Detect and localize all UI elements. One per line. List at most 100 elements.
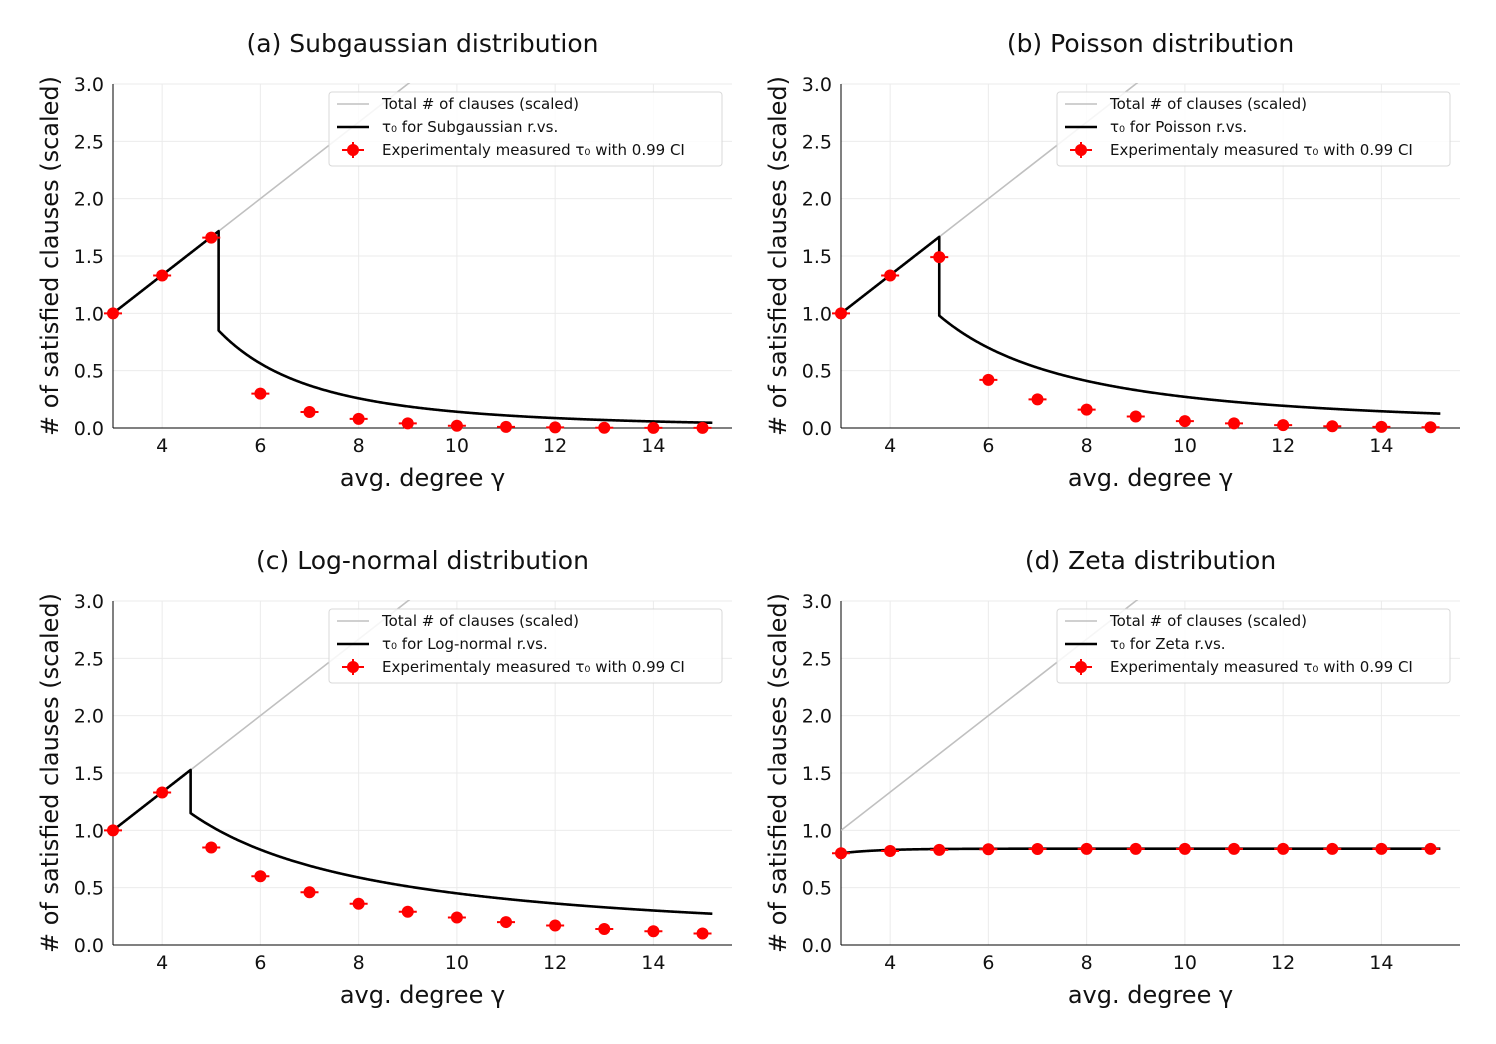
data-point: [1126, 410, 1145, 423]
data-point: [1274, 419, 1293, 432]
y-tick-label: 1.5: [802, 763, 832, 785]
data-point: [1323, 420, 1342, 433]
data-marker: [835, 847, 847, 860]
y-tick-label: 0.5: [802, 878, 832, 900]
data-marker: [254, 387, 267, 400]
total-clauses-line: [841, 600, 1139, 831]
y-axis-label: # of satisfied clauses (scaled): [764, 593, 792, 953]
chart-panel-2: 0.0 0.5 1.0 1.5 2.0 2.5 3.0 4 6 8 10 12 14 (b) Poisso…: [764, 29, 1460, 492]
x-tick-label: 14: [1369, 952, 1393, 974]
data-point: [447, 911, 466, 924]
experimental-points: [104, 231, 712, 434]
data-marker: [500, 916, 513, 929]
data-point: [930, 843, 949, 856]
data-marker: [1031, 393, 1044, 406]
y-tick-label: 1.5: [74, 246, 104, 268]
data-marker: [1178, 842, 1191, 855]
x-tick-label: 4: [156, 952, 168, 974]
data-marker: [1080, 403, 1093, 416]
data-marker: [1129, 842, 1142, 855]
tau0-curve: [113, 229, 713, 425]
x-tick-label: 14: [1369, 435, 1393, 457]
data-point: [693, 421, 712, 434]
data-marker: [1326, 842, 1339, 855]
legend-box: [1056, 608, 1451, 684]
y-tick-label: 0.5: [802, 361, 832, 383]
data-point: [881, 844, 900, 857]
data-point: [832, 307, 850, 320]
x-tick-label: 12: [1271, 952, 1295, 974]
total-clauses-line: [841, 83, 1139, 314]
data-point: [447, 419, 466, 432]
legend-swatch-marker: [347, 144, 359, 156]
x-tick-label: 8: [353, 435, 365, 457]
data-point: [1421, 842, 1440, 855]
x-tick-label: 4: [884, 435, 896, 457]
y-tick-label: 2.0: [74, 189, 104, 211]
data-marker: [352, 897, 365, 910]
data-point: [1323, 842, 1342, 855]
legend: Total # of clauses (scaled) τ₀ for Zeta r…: [1056, 608, 1451, 684]
data-point: [546, 919, 565, 932]
data-marker: [1326, 420, 1339, 433]
chart-title: (b) Poisson distribution: [1007, 29, 1294, 58]
data-point: [979, 843, 998, 856]
legend-label-experimental: Experimentaly measured τ₀ with 0.99 CI: [382, 658, 685, 676]
data-marker: [549, 919, 562, 932]
x-tick-label: 8: [353, 952, 365, 974]
x-tick-label: 12: [543, 952, 567, 974]
legend-box: [328, 608, 723, 684]
data-marker: [1424, 421, 1437, 434]
data-point: [251, 387, 270, 400]
data-point: [546, 421, 565, 434]
y-tick-label: 1.0: [802, 820, 832, 842]
data-point: [153, 786, 172, 799]
data-marker: [933, 843, 946, 856]
y-tick-label: 0.5: [74, 878, 104, 900]
data-point: [251, 870, 270, 883]
data-point: [1077, 842, 1096, 855]
data-marker: [1129, 410, 1142, 423]
data-marker: [401, 905, 414, 918]
data-marker: [982, 843, 995, 856]
legend-label-experimental: Experimentaly measured τ₀ with 0.99 CI: [1110, 141, 1413, 159]
legend-label-total: Total # of clauses (scaled): [381, 95, 579, 113]
legend-box: [328, 91, 723, 167]
data-marker: [500, 420, 513, 433]
data-point: [595, 421, 614, 434]
data-marker: [835, 307, 847, 320]
total-clauses-line: [113, 600, 411, 831]
x-tick-label: 10: [445, 952, 469, 974]
data-point: [300, 886, 319, 899]
experimental-points: [832, 251, 1440, 434]
data-point: [398, 417, 417, 430]
y-tick-label: 2.5: [74, 131, 104, 153]
legend: Total # of clauses (scaled) τ₀ for Log-no…: [328, 608, 723, 684]
gridlines: [841, 600, 1460, 946]
data-marker: [884, 269, 897, 282]
y-tick-label: 3.0: [802, 591, 832, 613]
data-point: [349, 897, 368, 910]
data-point: [595, 922, 614, 935]
data-point: [1225, 417, 1244, 430]
x-tick-label: 8: [1081, 435, 1093, 457]
data-marker: [450, 419, 463, 432]
experimental-points: [104, 786, 712, 940]
legend-label-experimental: Experimentaly measured τ₀ with 0.99 CI: [1110, 658, 1413, 676]
legend-swatch-marker: [1075, 661, 1087, 673]
tau0-curve: [841, 235, 1441, 415]
legend-label-tau0: τ₀ for Zeta r.vs.: [1110, 635, 1226, 653]
y-tick-label: 1.5: [74, 763, 104, 785]
chart-panel-1: 0.0 0.5 1.0 1.5 2.0 2.5 3.0 4 6 8 10 12 14 (a) Subgau…: [36, 29, 732, 492]
data-marker: [303, 886, 316, 899]
data-marker: [205, 841, 218, 854]
plot-area: [113, 600, 713, 916]
x-tick-label: 6: [982, 952, 994, 974]
y-tick-label: 1.0: [74, 303, 104, 325]
legend-swatch-marker: [1075, 144, 1087, 156]
data-point: [1028, 393, 1047, 406]
data-marker: [696, 421, 709, 434]
data-point: [1274, 842, 1293, 855]
data-point: [693, 927, 712, 940]
